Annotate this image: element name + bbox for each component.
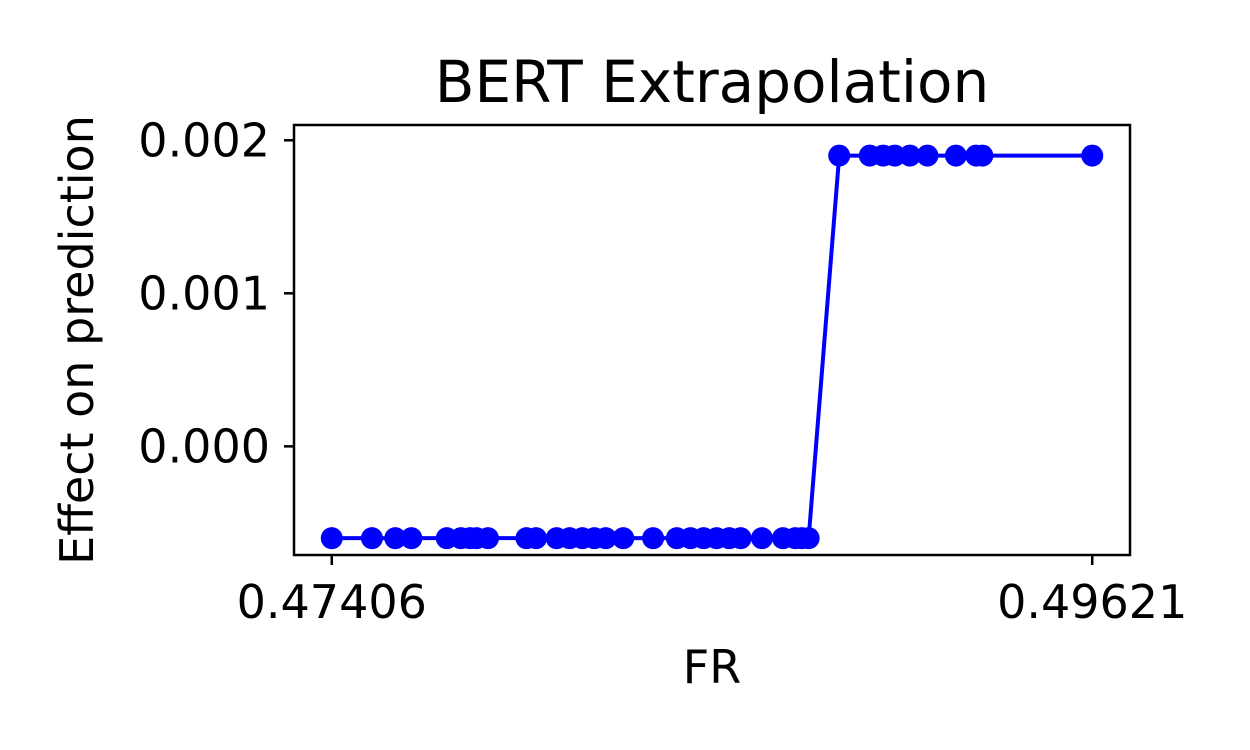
data-point bbox=[400, 527, 423, 550]
x-tick-label: 0.49621 bbox=[997, 575, 1187, 629]
plot-frame bbox=[292, 123, 1132, 557]
y-axis: 0.000 0.001 0.002 bbox=[138, 113, 294, 473]
x-axis-label: FR bbox=[683, 640, 741, 694]
data-point bbox=[360, 527, 383, 550]
y-tick-label: 0.001 bbox=[138, 266, 270, 320]
data-point bbox=[916, 144, 939, 167]
y-tick-label: 0.000 bbox=[138, 419, 270, 473]
y-tick-label: 0.002 bbox=[138, 113, 270, 167]
data-point bbox=[594, 527, 617, 550]
data-point bbox=[476, 527, 499, 550]
data-point bbox=[525, 527, 548, 550]
data-point bbox=[944, 144, 967, 167]
data-point bbox=[750, 527, 773, 550]
plot-area bbox=[320, 144, 1104, 550]
data-point bbox=[612, 527, 635, 550]
series-line bbox=[331, 153, 1093, 541]
data-point bbox=[320, 527, 343, 550]
data-point bbox=[898, 144, 921, 167]
x-tick-label: 0.47406 bbox=[237, 575, 427, 629]
data-point bbox=[883, 144, 906, 167]
y-axis-label: Effect on prediction bbox=[50, 115, 104, 565]
data-point bbox=[384, 527, 407, 550]
data-point bbox=[729, 527, 752, 550]
data-point bbox=[1081, 144, 1104, 167]
data-point bbox=[828, 144, 851, 167]
data-point bbox=[971, 144, 994, 167]
chart-title: BERT Extrapolation bbox=[435, 48, 990, 116]
x-axis: 0.47406 0.49621 bbox=[237, 555, 1187, 629]
data-point bbox=[642, 527, 665, 550]
data-point bbox=[797, 527, 820, 550]
